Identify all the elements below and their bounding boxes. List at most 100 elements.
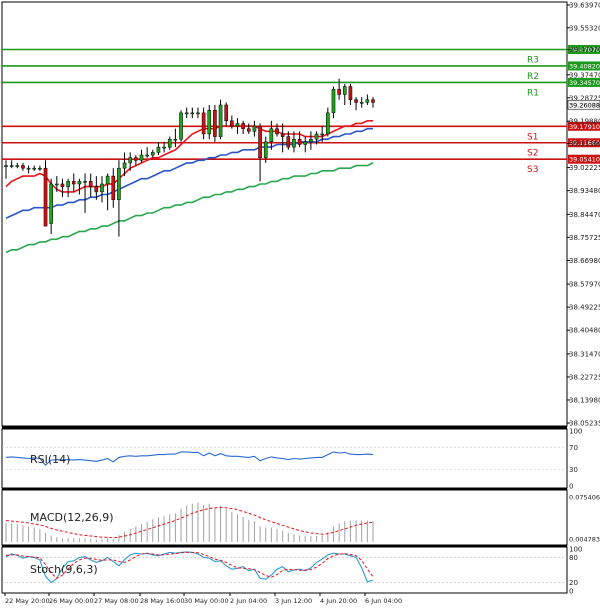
price-tick-label: 39.28725 <box>569 94 600 102</box>
candle-up <box>235 123 240 127</box>
candle-down <box>297 138 302 145</box>
candle-down <box>371 99 375 103</box>
candle-down <box>246 128 251 132</box>
candle-up <box>342 86 347 95</box>
macd-title: MACD(12,26,9) <box>30 511 114 524</box>
candle-up <box>145 154 149 157</box>
current-price-tag <box>567 100 600 110</box>
candle-down <box>230 120 234 127</box>
price-tick-label: 38.75725 <box>569 234 600 242</box>
pivot-price-tag <box>568 138 600 148</box>
candle-up <box>38 167 42 170</box>
candle-up <box>303 141 308 145</box>
candle-down <box>111 175 116 201</box>
price-tick-label: 39.11360 <box>569 140 600 148</box>
candle-up <box>365 99 370 103</box>
price-tick-label: 39.37470 <box>569 71 600 79</box>
candle-up <box>252 125 257 132</box>
candle-down <box>241 123 245 129</box>
rsi-tick-label: 0 <box>569 483 573 491</box>
time-tick-label: 6 Jun 04:00 <box>365 597 402 605</box>
candle-down <box>201 112 206 135</box>
rsi-title: RSI(14) <box>30 453 70 466</box>
pivot-price-tag-label: 39.34570 <box>569 79 600 87</box>
time-axis: 22 May 20:00 26 May 00:00 27 May 08:00 28 M… <box>4 593 402 605</box>
candle-up <box>122 162 127 169</box>
pivot-price-tag <box>568 154 600 164</box>
price-tick-label: 38.22725 <box>569 373 600 381</box>
panel-frames <box>1 1 568 594</box>
candle-up <box>309 138 313 143</box>
candle-up <box>179 112 183 140</box>
candle-down <box>213 110 217 137</box>
time-tick-label: 2 Jun 04:00 <box>230 597 267 605</box>
candle-up <box>32 167 37 170</box>
candle-up <box>55 183 59 186</box>
candle-up <box>100 183 104 193</box>
rsi-tick-label: 70 <box>569 444 578 452</box>
candle-up <box>173 138 178 141</box>
pivot-price-tag-label: 39.47070 <box>569 46 600 54</box>
candle-up <box>9 165 14 167</box>
price-tick-label: 38.40480 <box>569 327 600 335</box>
price-tick-label: 38.57970 <box>569 281 600 289</box>
candle-up <box>83 181 87 183</box>
candle-down <box>88 181 93 187</box>
candle-up <box>359 102 364 104</box>
candle-up <box>162 146 166 149</box>
price-tick-label: 38.93480 <box>569 187 600 195</box>
price-tick-label: 39.47070 <box>569 46 600 54</box>
pivot-price-tag <box>568 45 600 55</box>
macd-signal-line <box>5 506 374 539</box>
candle-up <box>190 112 195 115</box>
candle-up <box>150 152 155 156</box>
time-tick-label: 22 May 20:00 <box>5 597 50 605</box>
candle-down <box>337 88 341 95</box>
candle-down <box>134 157 138 161</box>
candles <box>4 78 375 237</box>
candle-up <box>49 183 53 224</box>
candle-up <box>326 112 330 135</box>
candle-down <box>21 165 25 169</box>
price-tick-label: 38.49225 <box>569 304 600 312</box>
rsi-line <box>5 451 374 466</box>
time-tick-label: 3 Jun 12:00 <box>275 597 312 605</box>
rsi-tick-label: 100 <box>569 428 582 436</box>
moving-average-line-0 <box>5 120 373 193</box>
candle-up <box>184 112 189 115</box>
candle-up <box>4 165 8 167</box>
candle-up <box>66 181 70 187</box>
time-tick-label: 27 May 08:00 <box>94 597 139 605</box>
panel-frame-1 <box>1 428 568 489</box>
price-tick-label: 39.63970 <box>569 2 600 10</box>
pivot-levels: R3 39.47070 R2 39.40820 R1 39.34570 S1 39.17910… <box>2 45 600 175</box>
pivot-price-tag <box>568 61 600 71</box>
stoch-signal-line <box>5 551 374 580</box>
candle-up <box>196 112 200 115</box>
pivot-level-label: S1 <box>527 132 538 142</box>
candle-up <box>269 128 274 143</box>
pivot-level-label: R3 <box>527 56 539 66</box>
macd-tick-label: 0.004783 <box>569 536 600 544</box>
stoch-tick-label: 20 <box>569 579 578 587</box>
pivot-level-label: S3 <box>527 165 538 175</box>
candle-down <box>348 86 353 100</box>
pivot-price-tag-label: 39.05410 <box>569 156 600 164</box>
candle-down <box>286 136 291 148</box>
pivot-level-label: S2 <box>527 149 538 159</box>
price-axis: 39.63970 39.55320 39.47070 39.37470 39.28725… <box>567 2 600 428</box>
candle-down <box>94 186 99 193</box>
price-tick-label: 38.05235 <box>569 420 600 428</box>
candle-up <box>117 167 121 201</box>
candle-up <box>263 141 268 158</box>
macd-panel: 0.075406 0.004783 MACD(12,26,9) <box>5 493 600 544</box>
candle-up <box>139 154 144 161</box>
candle-up <box>320 133 324 136</box>
time-tick-label: 4 Jun 20:00 <box>320 597 357 605</box>
price-tick-label: 39.19880 <box>569 118 600 126</box>
pivot-price-tag <box>568 77 600 87</box>
candle-down <box>275 128 279 135</box>
